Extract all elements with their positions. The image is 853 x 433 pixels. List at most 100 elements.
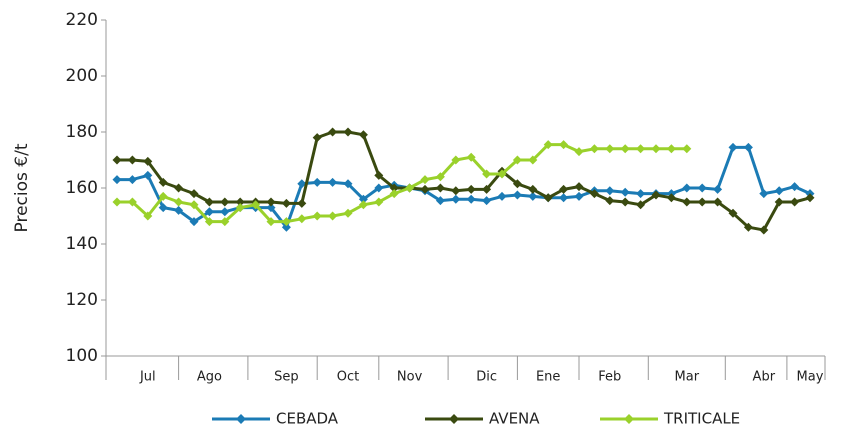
data-point bbox=[713, 197, 723, 207]
data-point bbox=[112, 197, 122, 207]
data-point bbox=[158, 177, 168, 187]
data-point bbox=[189, 200, 199, 210]
data-point bbox=[127, 175, 137, 185]
data-point bbox=[328, 127, 338, 137]
data-point bbox=[528, 191, 538, 201]
data-point bbox=[743, 222, 753, 232]
data-point bbox=[620, 144, 630, 154]
data-point bbox=[281, 198, 291, 208]
data-point bbox=[374, 170, 384, 180]
data-point bbox=[158, 191, 168, 201]
data-point bbox=[636, 189, 646, 199]
data-point bbox=[374, 183, 384, 193]
data-point bbox=[112, 155, 122, 165]
data-point bbox=[343, 208, 353, 218]
data-point bbox=[420, 175, 430, 185]
data-point bbox=[682, 144, 692, 154]
y-tick-label: 140 bbox=[66, 234, 98, 254]
data-point bbox=[682, 197, 692, 207]
data-point bbox=[405, 183, 415, 193]
data-point bbox=[220, 217, 230, 227]
data-point bbox=[189, 217, 199, 227]
legend-marker bbox=[449, 414, 459, 424]
data-point bbox=[666, 144, 676, 154]
data-point bbox=[774, 186, 784, 196]
data-point bbox=[482, 196, 492, 206]
data-point bbox=[512, 190, 522, 200]
data-point bbox=[358, 130, 368, 140]
x-tick-label: Oct bbox=[337, 370, 359, 385]
data-point bbox=[743, 142, 753, 152]
x-tick-label: Nov bbox=[397, 370, 423, 385]
data-point bbox=[528, 155, 538, 165]
legend-marker bbox=[624, 414, 634, 424]
data-point bbox=[482, 169, 492, 179]
data-point bbox=[636, 200, 646, 210]
data-point bbox=[312, 177, 322, 187]
data-point bbox=[235, 203, 245, 213]
data-point bbox=[497, 169, 507, 179]
data-point bbox=[358, 200, 368, 210]
y-tick-label: 220 bbox=[66, 10, 98, 30]
data-point bbox=[497, 191, 507, 201]
data-point bbox=[636, 144, 646, 154]
data-point bbox=[605, 196, 615, 206]
x-tick-label: Ago bbox=[197, 370, 222, 385]
data-point bbox=[728, 142, 738, 152]
data-point bbox=[420, 184, 430, 194]
data-point bbox=[143, 156, 153, 166]
y-tick-label: 200 bbox=[66, 66, 98, 86]
data-point bbox=[235, 197, 245, 207]
data-point bbox=[805, 193, 815, 203]
data-point bbox=[374, 197, 384, 207]
data-point bbox=[389, 189, 399, 199]
data-point bbox=[158, 203, 168, 213]
data-point bbox=[174, 183, 184, 193]
series-line bbox=[117, 145, 811, 229]
data-point bbox=[605, 186, 615, 196]
data-point bbox=[759, 225, 769, 235]
data-point bbox=[204, 217, 214, 227]
x-tick-label: Jul bbox=[139, 370, 156, 385]
data-point bbox=[251, 200, 261, 210]
data-point bbox=[174, 205, 184, 215]
data-point bbox=[389, 183, 399, 193]
data-point bbox=[127, 155, 137, 165]
data-point bbox=[435, 196, 445, 206]
data-point bbox=[682, 183, 692, 193]
data-point bbox=[466, 152, 476, 162]
data-point bbox=[204, 207, 214, 217]
data-point bbox=[651, 190, 661, 200]
data-point bbox=[220, 207, 230, 217]
data-point bbox=[666, 193, 676, 203]
data-point bbox=[451, 186, 461, 196]
data-point bbox=[343, 179, 353, 189]
data-point bbox=[728, 208, 738, 218]
data-point bbox=[435, 183, 445, 193]
series-line bbox=[117, 143, 687, 224]
data-point bbox=[697, 197, 707, 207]
data-point bbox=[328, 177, 338, 187]
data-point bbox=[451, 194, 461, 204]
data-point bbox=[312, 211, 322, 221]
data-point bbox=[651, 144, 661, 154]
data-point bbox=[605, 144, 615, 154]
legend-marker bbox=[236, 414, 246, 424]
data-point bbox=[543, 140, 553, 150]
data-point bbox=[589, 189, 599, 199]
data-point bbox=[112, 175, 122, 185]
data-point bbox=[774, 197, 784, 207]
data-point bbox=[451, 155, 461, 165]
x-tick-label: Mar bbox=[675, 370, 700, 385]
data-point bbox=[543, 193, 553, 203]
data-point bbox=[266, 197, 276, 207]
data-point bbox=[589, 144, 599, 154]
x-tick-label: Feb bbox=[598, 370, 621, 385]
series-line bbox=[117, 130, 811, 232]
y-tick-label: 120 bbox=[66, 290, 98, 310]
data-point bbox=[189, 189, 199, 199]
x-tick-label: May bbox=[797, 370, 824, 385]
y-tick-label: 180 bbox=[66, 122, 98, 142]
data-point bbox=[759, 189, 769, 199]
